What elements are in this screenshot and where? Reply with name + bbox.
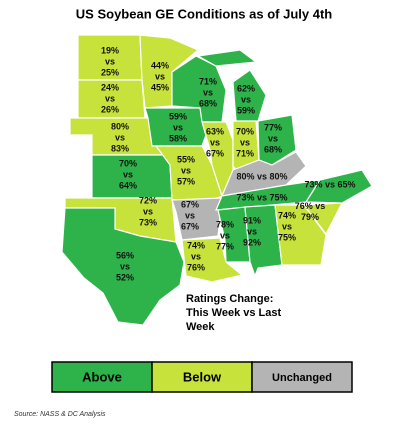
state-label: vs [105,93,115,103]
state-label: 25% [101,67,119,77]
state-label: 67% [206,148,224,158]
state-label: 52% [116,272,134,282]
state-label: 63% [206,126,224,136]
state-label: 78% [216,219,234,229]
state [171,197,223,241]
state-label: 74% [187,240,205,250]
state-label: 70% [119,158,137,168]
state-label: 67% [181,199,199,209]
annotation: Ratings Change: [186,293,273,305]
state-label: 91% [243,215,261,225]
state-label: vs [240,137,250,147]
state-label: 55% [177,154,195,164]
state-label: vs [210,137,220,147]
state [274,204,327,266]
label-layer: 19%vs25%24%vs26%80%vs83%70%vs64%72%vs73%… [101,45,356,282]
state-label: 73% [139,217,157,227]
state-label: vs [282,221,292,231]
state-label: 74% [278,210,296,220]
state-label: 26% [101,104,119,114]
state-label: 62% [237,83,255,93]
state-label: 92% [243,237,261,247]
annotation: This Week vs Last [186,307,282,319]
state-label: 71% [236,148,254,158]
legend-swatch [251,361,353,393]
state-label: 58% [169,133,187,143]
state-label: vs [268,133,278,143]
state-label: 70% [236,126,254,136]
source: Source: NASS & DC Analysis [14,411,106,418]
legend-label: Below [183,369,222,384]
state-label: vs [155,71,165,81]
state [196,49,267,122]
annotation: Week [186,321,215,333]
state-label: 77% [264,122,282,132]
legend-swatch [151,361,253,393]
state-label: 80% [111,121,129,131]
state-label: 24% [101,82,119,92]
state-label: vs [115,132,125,142]
state-label: 83% [111,143,129,153]
state-label: 76% vs [295,201,326,211]
state [61,207,185,326]
state-label: 80% vs 80% [236,171,287,181]
state-layer [61,34,373,326]
state-label: 76% [187,262,205,272]
state-label: 73% vs 75% [236,192,287,202]
legend-swatch [51,361,153,393]
state-label: vs [123,169,133,179]
legend-label: Unchanged [272,372,332,384]
state-label: vs [203,87,213,97]
legend-label: Above [82,369,122,384]
state-label: 59% [169,111,187,121]
state-label: vs [105,56,115,66]
state-label: 45% [151,82,169,92]
state-label: 59% [237,105,255,115]
state-label: 68% [264,144,282,154]
title: US Soybean GE Conditions as of July 4th [76,6,332,21]
state-label: 75% [278,232,296,242]
legend: Above Below Unchanged [51,361,353,393]
state [181,237,244,283]
state-label: vs [220,230,230,240]
state-label: vs [181,165,191,175]
state-label: vs [191,251,201,261]
state-label: 79% [301,212,319,222]
state-label: vs [120,261,130,271]
state-label: vs [143,206,153,216]
state-label: 67% [181,221,199,231]
state-label: 72% [139,195,157,205]
state-label: 64% [119,180,137,190]
state-label: vs [247,226,257,236]
state-label: 19% [101,45,119,55]
state-label: 71% [199,76,217,86]
state-label: vs [173,122,183,132]
state [304,169,373,204]
state-label: 57% [177,176,195,186]
state-label: 73% vs 65% [304,179,355,189]
state-label: 77% [216,241,234,251]
state-label: 44% [151,60,169,70]
state-label: 56% [116,250,134,260]
state-label: vs [241,94,251,104]
state [257,114,297,166]
state-label: 68% [199,98,217,108]
state [302,202,344,236]
state-label: vs [185,210,195,220]
state [217,206,251,263]
